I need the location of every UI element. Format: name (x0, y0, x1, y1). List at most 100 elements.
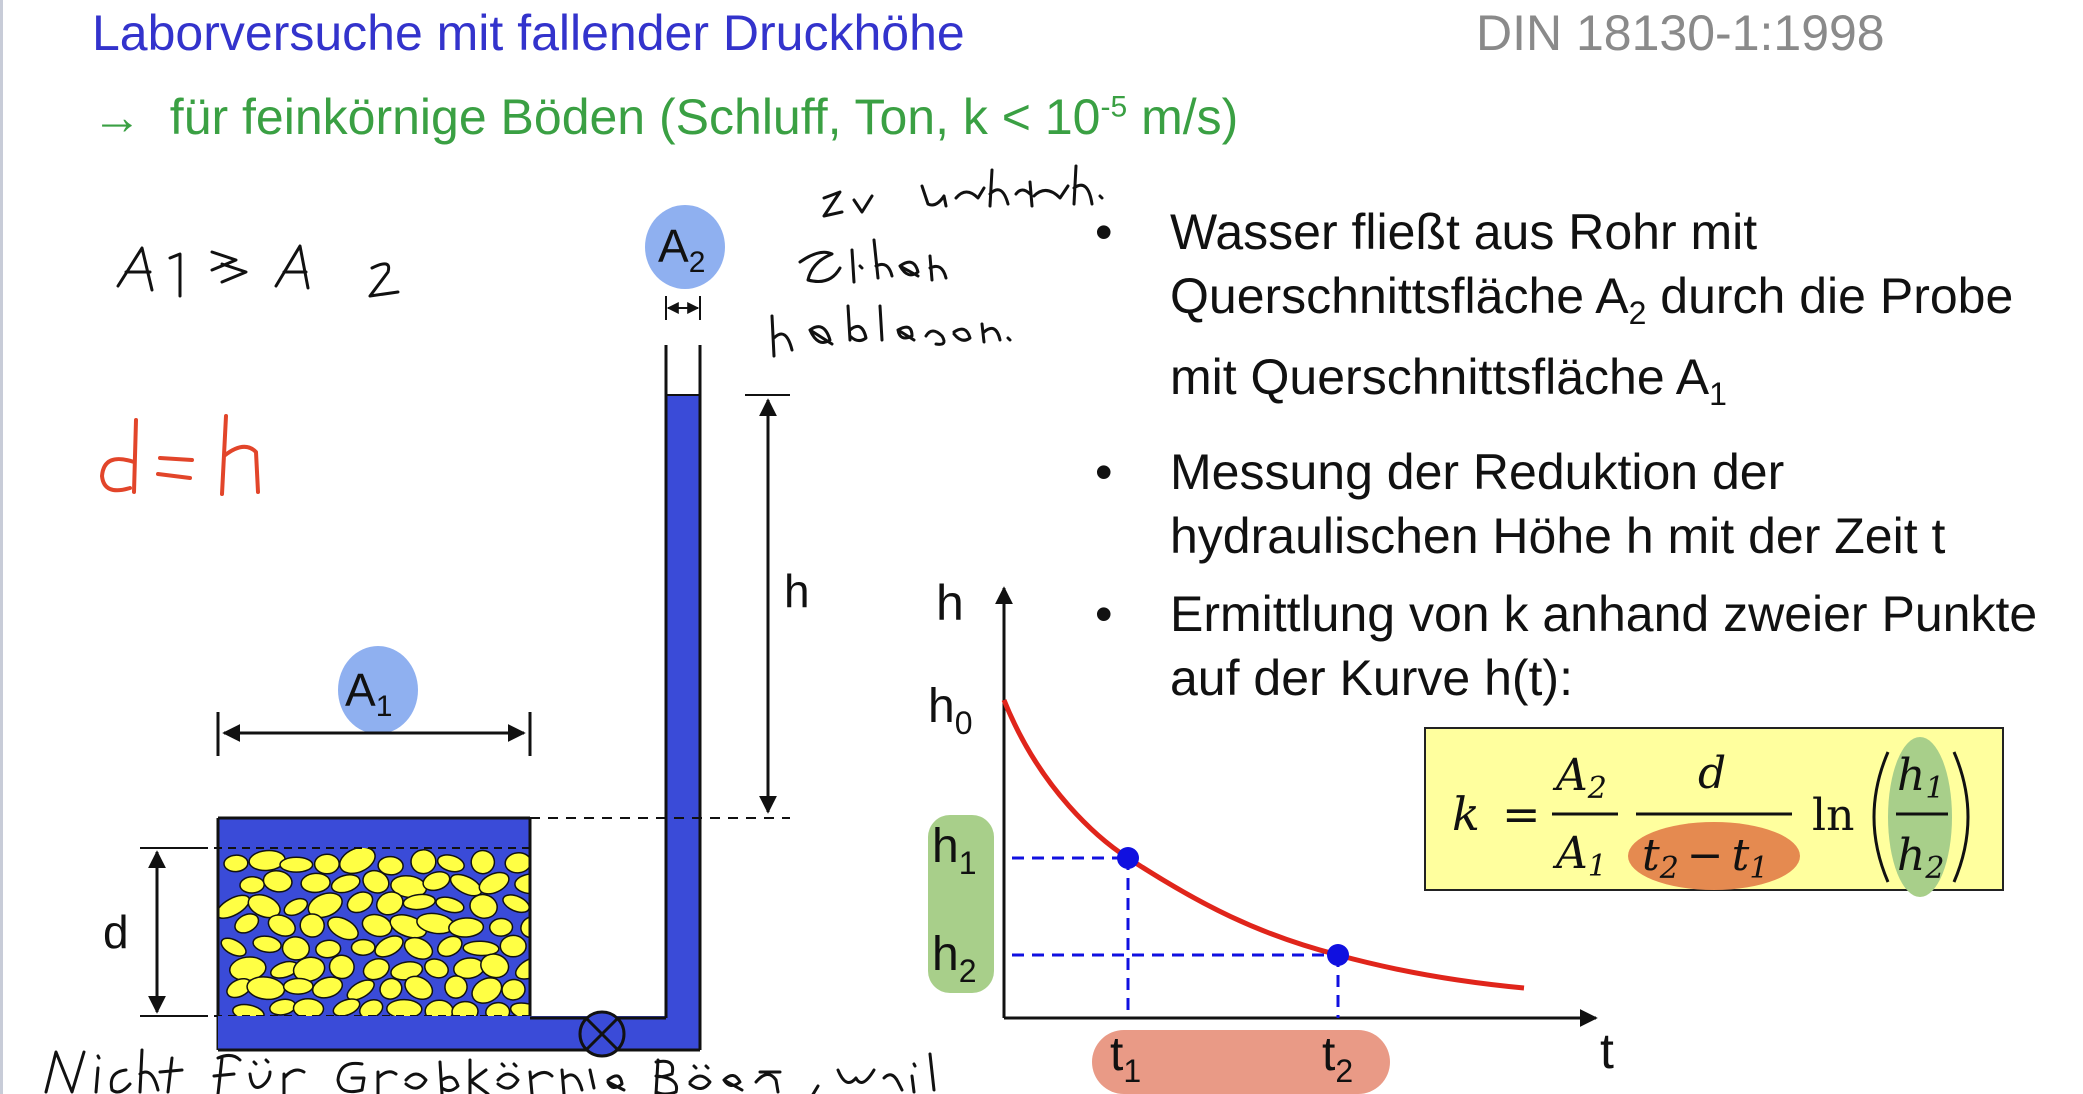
soil-grain (404, 975, 434, 1000)
soil-grain (361, 913, 393, 938)
label-a2: A2 (658, 220, 705, 279)
bullet-icon: • (1095, 444, 1113, 500)
soil-grain (362, 958, 390, 981)
soil-grain (377, 855, 404, 876)
soil-grain (435, 896, 465, 914)
soil-grain (292, 956, 326, 983)
soil-grain (504, 852, 530, 874)
soil-grain (262, 870, 293, 893)
soil-grain (299, 913, 325, 938)
label-d: d (103, 906, 129, 958)
standard-reference: DIN 18130-1:1998 (1476, 5, 1885, 61)
soil-grain (402, 893, 436, 911)
y-axis-label: h (936, 575, 964, 631)
standpipe (218, 345, 702, 1052)
soil-grain (346, 891, 374, 914)
soil-grain (300, 872, 331, 894)
soil-grain (282, 977, 314, 995)
highlight-a1 (338, 646, 418, 734)
soil-grain (386, 998, 423, 1016)
tick-t2: t2 (1322, 1028, 1353, 1089)
slide-edge (0, 0, 3, 1094)
formula-d: d (1698, 748, 1726, 799)
soil-grains (218, 848, 530, 1016)
formula-equals: = (1502, 787, 1541, 841)
tick-h0: h0 (928, 680, 973, 741)
bullet-list: • Wasser fließt aus Rohr mit Querschnitts… (1095, 200, 2055, 724)
soil-grain (448, 917, 485, 938)
highlight-ln-fraction (1888, 737, 1952, 897)
bullet-item: • Messung der Reduktion der hydraulischen… (1095, 440, 2055, 568)
x-axis-label: t (1600, 1023, 1614, 1079)
label-a1: A1 (345, 664, 392, 723)
soil-grain (488, 917, 514, 937)
soil-grain (499, 934, 527, 958)
soil-grain (313, 853, 340, 875)
point-t2-h2 (1327, 944, 1349, 966)
soil-grain (279, 856, 314, 873)
soil-grain (283, 897, 309, 917)
formula-denominator: t2− t1 (1642, 830, 1768, 886)
soil-grain (422, 871, 451, 892)
soil-grain (246, 976, 286, 1001)
soil-grain (339, 848, 376, 875)
soil-grain (379, 977, 403, 1000)
handwritten-zeiten-note (770, 164, 1104, 358)
highlight-h-ticks (928, 815, 994, 993)
soil-grain (267, 914, 296, 937)
handwritten-a1-gg-a2 (116, 244, 400, 298)
soil-grain (327, 916, 359, 941)
soil-grain (328, 954, 355, 980)
soil-grain (218, 894, 251, 919)
soil-grain (362, 869, 390, 894)
decay-curve (1001, 699, 1525, 991)
highlight-a2 (645, 205, 725, 289)
soil-grain (501, 978, 526, 1001)
soil-grain (469, 893, 498, 919)
subtitle-text: für feinkörnige Böden (Schluff, Ton, k <… (169, 89, 1101, 145)
soil-grain (239, 876, 265, 894)
soil-grain (350, 938, 376, 956)
bullet-item: • Wasser fließt aus Rohr mit Querschnitts… (1095, 200, 2055, 426)
tick-h1: h1 (932, 820, 977, 881)
highlight-t-ticks (1092, 1030, 1390, 1094)
soil-grain (252, 935, 282, 954)
ht-graph: h t h0 h1 h2 t1 t2 (928, 575, 1614, 1089)
soil-grain (281, 936, 311, 961)
soil-grain (514, 873, 530, 895)
valve-icon (578, 1010, 626, 1058)
soil-grain (223, 854, 249, 873)
soil-grain (359, 999, 384, 1016)
soil-grain (330, 874, 361, 894)
formula-h2: h2 (1897, 830, 1944, 886)
soil-grain (403, 936, 434, 960)
soil-grain (424, 958, 449, 979)
formula-h1: h1 (1897, 750, 1944, 806)
soil-grain (247, 894, 281, 919)
arrow-icon: → (92, 89, 142, 145)
formula-a2: A2 (1552, 750, 1607, 806)
permeability-formula: k = A2 A1 d t2− t1 ln h1 h2 (1452, 748, 1970, 886)
soil-grain (220, 937, 247, 957)
soil-grain (234, 913, 260, 934)
soil-grain (444, 975, 468, 999)
formula-k: k (1452, 787, 1480, 841)
soil-grain (311, 976, 344, 999)
label-h: h (784, 565, 810, 617)
soil-grain (485, 1001, 511, 1016)
sample-container (200, 816, 532, 1050)
soil-grain (449, 873, 483, 897)
soil-grain (292, 998, 325, 1016)
soil-grain (315, 939, 342, 959)
soil-grain (478, 871, 510, 895)
point-t1-h1 (1117, 847, 1139, 869)
soil-grain (451, 1000, 479, 1016)
bullet-icon: • (1095, 586, 1113, 642)
soil-grain (410, 849, 437, 875)
soil-grain (436, 854, 465, 873)
subtitle-unit: m/s) (1127, 89, 1239, 145)
bullet-icon: • (1095, 204, 1113, 260)
formula-a1: A1 (1552, 828, 1607, 884)
soil-grain (375, 891, 404, 916)
